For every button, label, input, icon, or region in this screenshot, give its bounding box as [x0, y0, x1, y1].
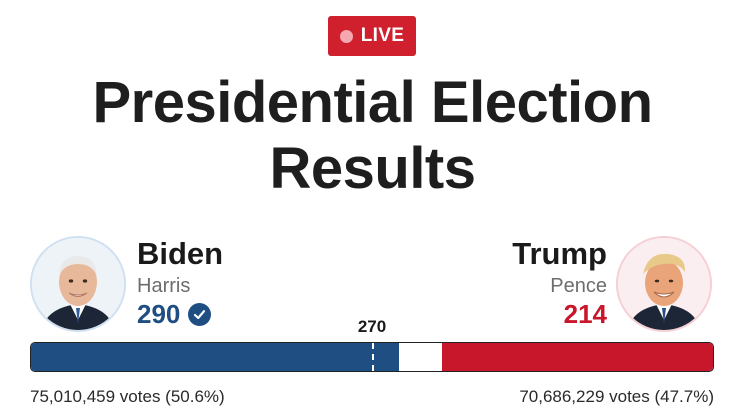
democrat-avatar	[30, 236, 126, 332]
democrat-ev-value: 290	[137, 299, 181, 329]
republican-bar-segment	[441, 343, 713, 371]
live-label: LIVE	[360, 25, 405, 46]
republican-name: Trump	[512, 236, 607, 271]
democrat-name: Biden	[137, 236, 224, 271]
page-title-line-2: Results	[269, 136, 476, 201]
democrat-running-mate: Harris	[137, 275, 191, 297]
page-title-line-1: Presidential Election	[92, 70, 653, 135]
page-title: Presidential Election Results	[0, 70, 745, 202]
democrat-electoral-votes: 290	[137, 298, 212, 330]
live-badge: LIVE	[328, 16, 416, 56]
check-circle-icon	[188, 302, 212, 326]
republican-avatar	[616, 236, 712, 332]
live-dot-icon	[339, 29, 353, 43]
republican-electoral-votes: 214	[563, 299, 607, 329]
threshold-marker	[372, 343, 375, 371]
republican-running-mate: Pence	[550, 275, 607, 297]
democrat-popular-votes: 75,010,459 votes (50.6%)	[30, 387, 225, 406]
threshold-label: 270	[357, 317, 387, 336]
electoral-vote-bar	[30, 342, 714, 372]
democrat-bar-segment	[31, 343, 399, 371]
republican-popular-votes: 70,686,229 votes (47.7%)	[519, 387, 714, 406]
